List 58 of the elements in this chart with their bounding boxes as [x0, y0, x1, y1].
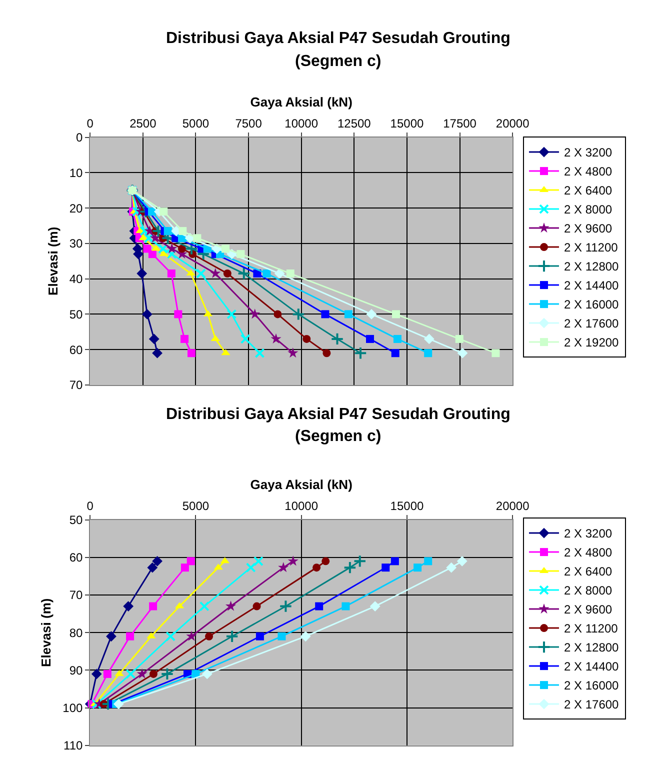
- legend-label: 2 X 8000: [564, 584, 612, 598]
- x-tick-label: 10000: [284, 116, 318, 130]
- x-tick-label: 5000: [182, 116, 210, 130]
- legend-label: 2 X 17600: [564, 316, 620, 331]
- x-tick-label: 10000: [284, 499, 318, 514]
- legend-label: 2 X 11200: [564, 622, 618, 636]
- y-tick-label: 70: [69, 588, 84, 602]
- legend-label: 2 X 3200: [564, 526, 612, 541]
- y-axis-title: Elevasi (m): [45, 226, 60, 296]
- legend-label: 2 X 17600: [564, 698, 620, 712]
- y-tick-label: 40: [69, 272, 84, 286]
- legend-label: 2 X 14400: [564, 660, 620, 674]
- x-tick-label: 15000: [390, 499, 424, 514]
- legend-label: 2 X 12800: [564, 260, 620, 274]
- chart-title: Distribusi Gaya Aksial P47 Sesudah Grouting: [166, 30, 510, 47]
- legend-label: 2 X 14400: [564, 278, 620, 293]
- x-tick-label: 12500: [337, 116, 372, 130]
- y-tick-label: 80: [69, 626, 84, 640]
- y-axis-title: Elevasi (m): [38, 598, 54, 667]
- legend-label: 2 X 12800: [564, 640, 620, 655]
- x-tick-label: 20000: [496, 499, 530, 514]
- chart-title: Distribusi Gaya Aksial P47 Sesudah Grouting: [166, 406, 510, 423]
- legend-label: 2 X 16000: [564, 298, 620, 312]
- x-tick-label: 20000: [496, 116, 530, 130]
- legend-label: 2 X 8000: [564, 202, 612, 217]
- legend-label: 2 X 9600: [564, 602, 612, 617]
- y-tick-label: 60: [69, 550, 84, 565]
- y-tick-label: 70: [69, 378, 84, 392]
- y-tick-label: 10: [69, 166, 84, 180]
- x-tick-label: 0: [86, 116, 94, 130]
- y-tick-label: 50: [69, 307, 84, 322]
- x-tick-label: 17500: [443, 116, 477, 130]
- legend-label: 2 X 9600: [564, 222, 612, 236]
- y-tick-label: 60: [69, 342, 84, 357]
- legend-label: 2 X 16000: [564, 678, 620, 693]
- y-tick-label: 50: [69, 513, 84, 528]
- y-tick-label: 110: [64, 738, 84, 753]
- x-tick-label: 5000: [182, 499, 210, 514]
- x-tick-label: 0: [86, 499, 94, 514]
- legend-label: 2 X 11200: [564, 240, 618, 255]
- x-tick-label: 7500: [235, 116, 262, 130]
- legend-label: 2 X 19200: [564, 336, 620, 350]
- chart-subtitle: (Segmen c): [295, 53, 382, 70]
- legend-label: 2 X 4800: [564, 164, 612, 179]
- y-tick-label: 20: [69, 201, 84, 216]
- legend-label: 2 X 6400: [564, 184, 612, 198]
- y-tick-label: 100: [62, 700, 84, 715]
- x-tick-label: 2500: [130, 116, 157, 130]
- legend-label: 2 X 4800: [564, 546, 612, 560]
- legend-label: 2 X 3200: [564, 146, 612, 160]
- x-axis-title: Gaya Aksial (kN): [250, 476, 352, 492]
- y-tick-label: 0: [76, 130, 84, 144]
- chart-subtitle: (Segmen c): [295, 428, 382, 445]
- legend-label: 2 X 6400: [564, 564, 612, 579]
- x-tick-label: 15000: [390, 116, 424, 130]
- y-tick-label: 30: [69, 236, 84, 251]
- y-tick-label: 90: [69, 663, 84, 678]
- x-axis-title: Gaya Aksial (kN): [250, 94, 352, 110]
